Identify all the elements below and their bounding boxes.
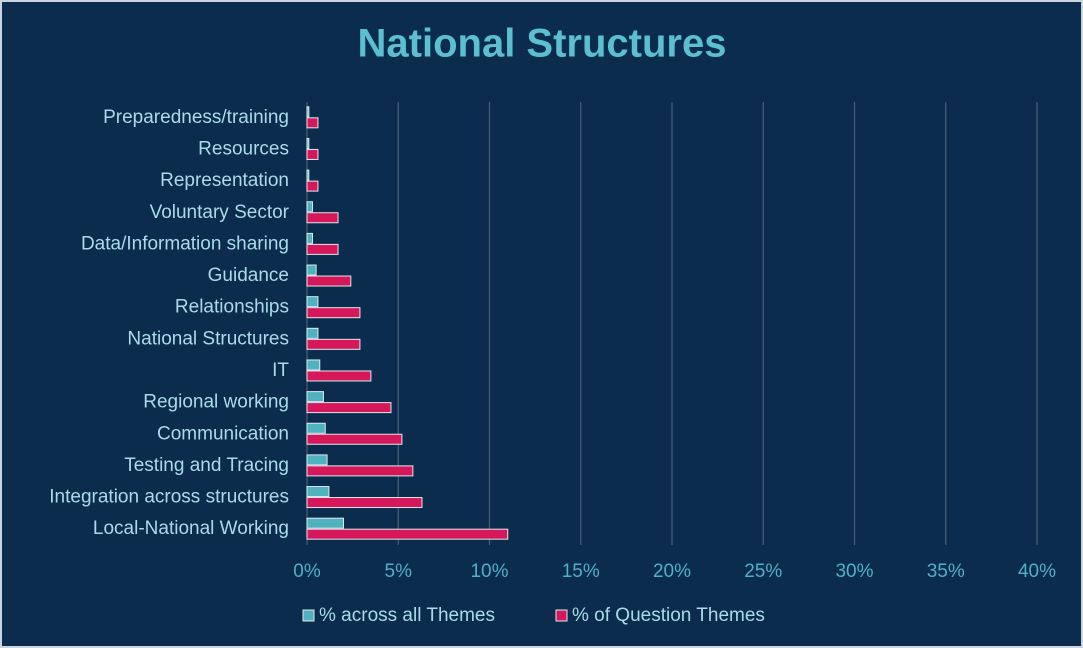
bar bbox=[306, 402, 392, 414]
y-tick-label: Relationships bbox=[175, 297, 289, 318]
bar bbox=[306, 528, 509, 540]
bar bbox=[306, 201, 313, 213]
bar bbox=[306, 497, 423, 509]
bar bbox=[306, 275, 352, 287]
bar bbox=[306, 232, 313, 244]
bar bbox=[306, 422, 326, 434]
y-tick-label: Resources bbox=[198, 138, 289, 159]
y-tick-label: National Structures bbox=[127, 328, 289, 349]
y-tick-label: Representation bbox=[160, 170, 289, 191]
y-tick-label: IT bbox=[272, 360, 289, 381]
y-tick-label: Local-National Working bbox=[93, 518, 289, 539]
y-tick-label: Preparedness/training bbox=[103, 107, 289, 128]
bar bbox=[306, 465, 414, 477]
x-tick-label: 0% bbox=[293, 561, 321, 582]
bar bbox=[306, 454, 328, 466]
x-tick-label: 40% bbox=[1018, 561, 1056, 582]
x-tick-label: 5% bbox=[385, 561, 413, 582]
legend-swatch bbox=[555, 609, 568, 622]
bar bbox=[306, 180, 319, 192]
y-tick-label: Data/Information sharing bbox=[81, 233, 289, 254]
bar bbox=[306, 212, 339, 224]
bar bbox=[306, 106, 310, 118]
x-tick-label: 25% bbox=[744, 561, 782, 582]
bar bbox=[306, 117, 319, 129]
bar bbox=[306, 307, 361, 319]
y-tick-label: Integration across structures bbox=[49, 487, 289, 508]
bar bbox=[306, 486, 330, 498]
bar bbox=[306, 137, 310, 149]
bar bbox=[306, 433, 403, 445]
x-tick-label: 15% bbox=[562, 561, 600, 582]
bar bbox=[306, 391, 324, 403]
bar bbox=[306, 359, 321, 371]
legend-swatch bbox=[302, 609, 315, 622]
legend-label: % across all Themes bbox=[319, 605, 495, 626]
y-tick-label: Testing and Tracing bbox=[124, 455, 289, 476]
y-tick-label: Guidance bbox=[208, 265, 289, 286]
bar bbox=[306, 338, 361, 350]
legend-label: % of Question Themes bbox=[572, 605, 765, 626]
chart-title: National Structures bbox=[358, 22, 727, 66]
bar bbox=[306, 243, 339, 255]
y-tick-label: Communication bbox=[157, 423, 289, 444]
x-tick-label: 35% bbox=[927, 561, 965, 582]
bar bbox=[306, 370, 372, 382]
bar bbox=[306, 296, 319, 308]
bar bbox=[306, 327, 319, 339]
x-tick-label: 30% bbox=[835, 561, 873, 582]
y-tick-label: Regional working bbox=[143, 392, 289, 413]
x-tick-label: 10% bbox=[470, 561, 508, 582]
x-tick-label: 20% bbox=[653, 561, 691, 582]
bar bbox=[306, 264, 317, 276]
bar bbox=[306, 169, 310, 181]
bar bbox=[306, 148, 319, 160]
y-tick-label: Voluntary Sector bbox=[150, 202, 290, 223]
bar bbox=[306, 517, 344, 529]
